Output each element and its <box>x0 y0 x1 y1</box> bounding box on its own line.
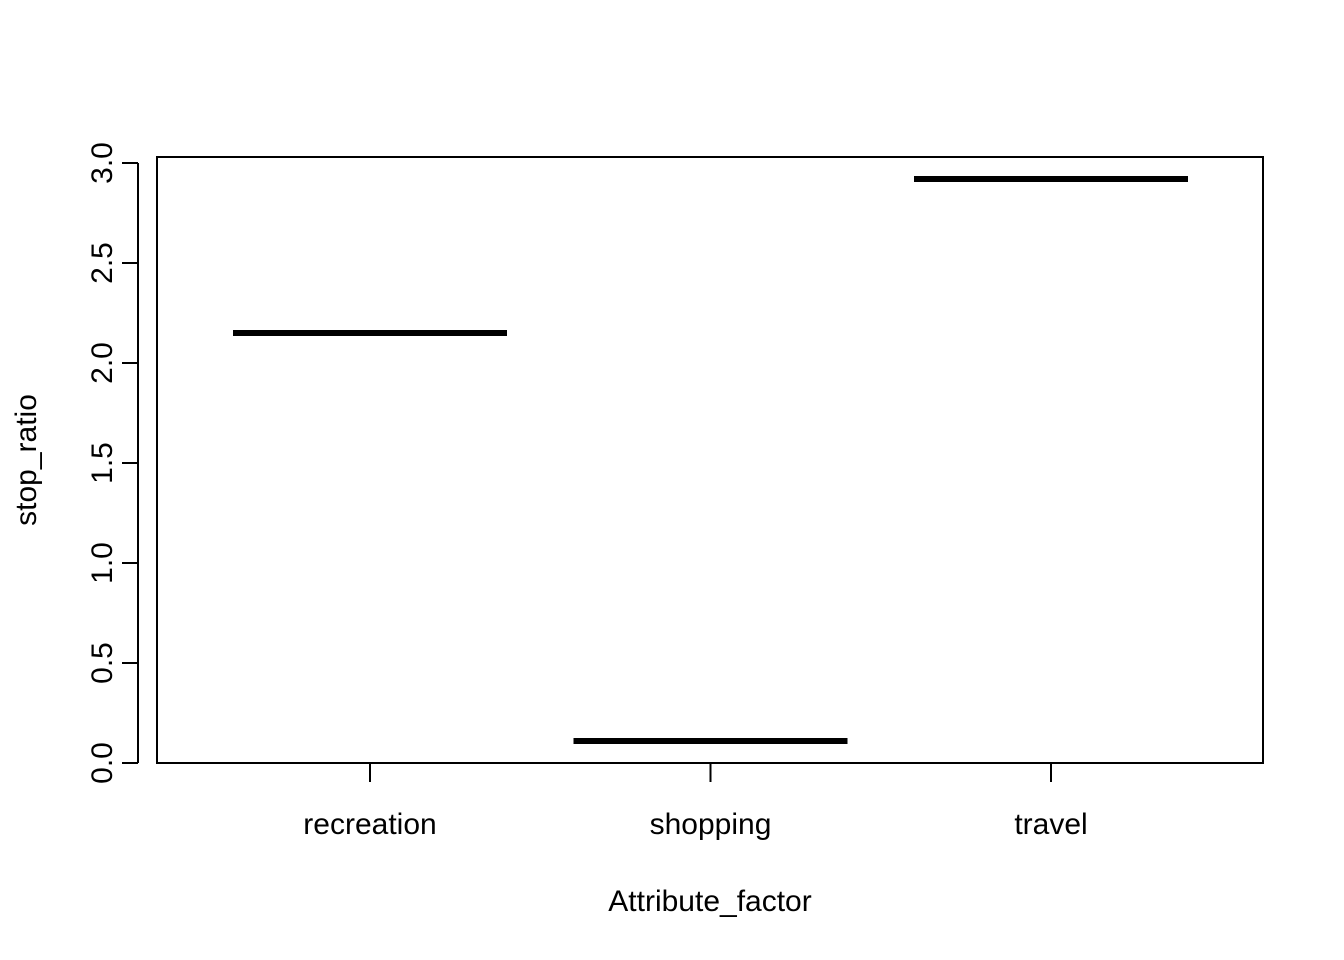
x-tick-label: recreation <box>303 808 436 841</box>
x-tick-label: shopping <box>650 808 772 841</box>
y-axis: 0.0 0.5 1.0 1.5 2.0 2.5 3.0 <box>86 142 139 784</box>
y-tick-label: 0.0 <box>86 742 119 784</box>
x-axis-title: Attribute_factor <box>608 885 811 918</box>
y-tick-label: 0.5 <box>86 642 119 684</box>
y-tick-label: 2.0 <box>86 342 119 384</box>
chart-marks <box>233 176 1188 744</box>
y-tick-label: 1.5 <box>86 442 119 484</box>
x-axis: recreation shopping travel <box>303 762 1088 841</box>
y-tick-label: 3.0 <box>86 142 119 184</box>
y-axis-title: stop_ratio <box>10 394 43 526</box>
y-tick-label: 1.0 <box>86 542 119 584</box>
x-tick-label: travel <box>1014 808 1087 841</box>
y-tick-label: 2.5 <box>86 242 119 284</box>
plot-frame <box>156 156 1264 764</box>
